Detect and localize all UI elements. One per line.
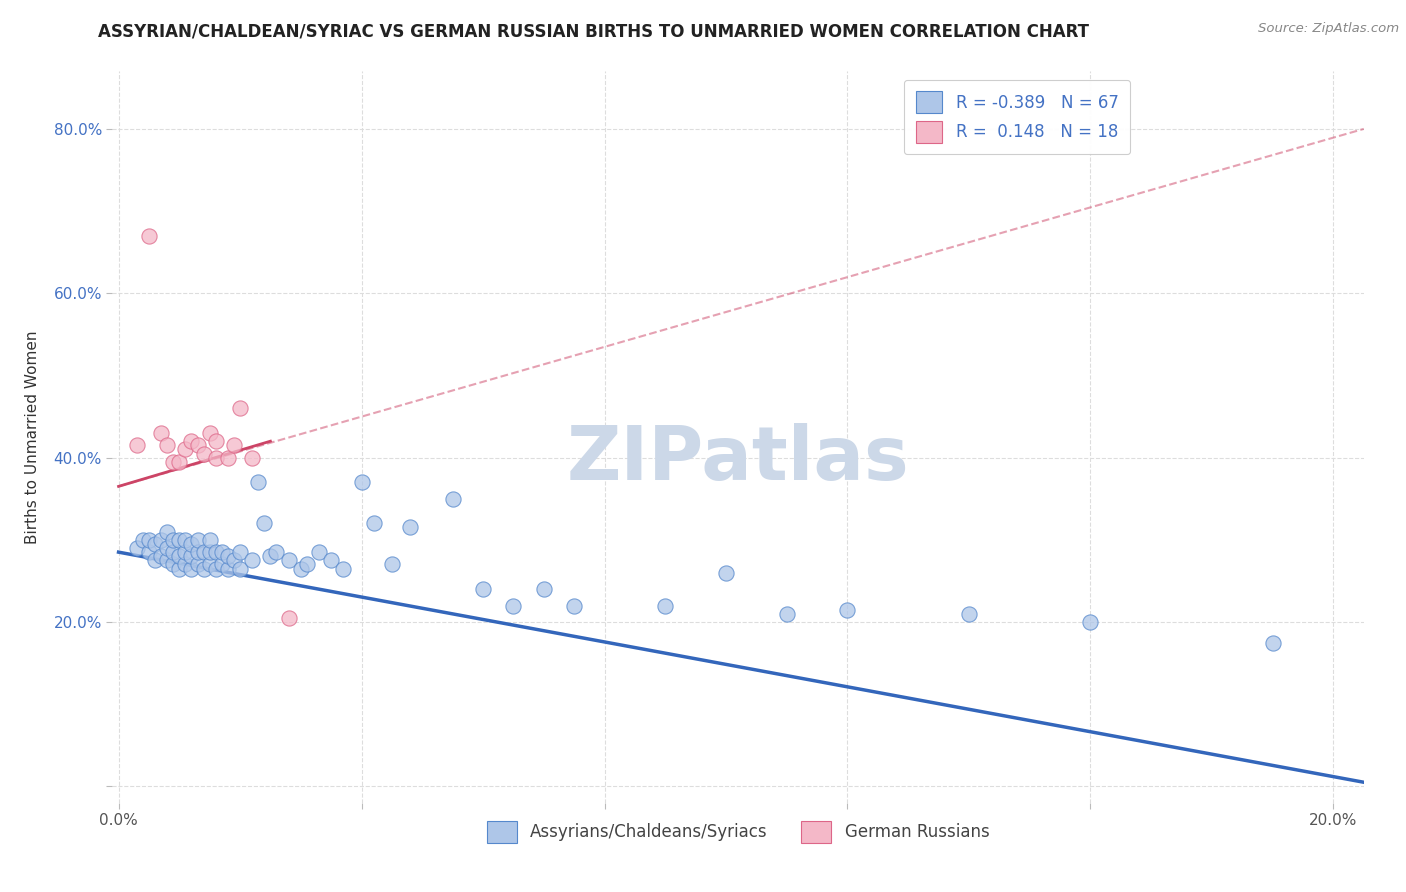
Point (169, 549, 191, 564)
Point (156, 524, 179, 539)
Legend: Assyrians/Chaldeans/Syriacs, German Russians: Assyrians/Chaldeans/Syriacs, German Russ… (481, 814, 995, 849)
Y-axis label: Births to Unmarried Women: Births to Unmarried Women (25, 330, 39, 544)
Point (193, 561, 215, 575)
Point (266, 545, 288, 559)
Point (1080, 615, 1102, 629)
Point (229, 401, 252, 416)
Point (350, 475, 373, 490)
Text: Source: ZipAtlas.com: Source: ZipAtlas.com (1258, 22, 1399, 36)
Point (125, 438, 148, 452)
Point (162, 533, 184, 547)
Point (562, 599, 585, 613)
Point (138, 545, 160, 559)
Point (381, 558, 404, 572)
Point (441, 491, 464, 506)
Point (472, 582, 495, 596)
Point (321, 553, 343, 567)
Point (240, 450, 263, 465)
Point (332, 561, 354, 575)
Point (156, 541, 179, 555)
Point (308, 545, 330, 559)
Point (180, 561, 202, 575)
Point (186, 558, 208, 572)
Point (150, 533, 173, 547)
Point (776, 607, 799, 621)
Point (204, 434, 226, 449)
Point (363, 516, 385, 531)
Point (247, 475, 270, 490)
Point (399, 520, 422, 534)
Point (143, 553, 166, 567)
Text: ZIPatlas: ZIPatlas (567, 423, 910, 496)
Point (654, 599, 676, 613)
Point (156, 553, 179, 567)
Point (204, 545, 226, 559)
Point (174, 558, 197, 572)
Point (222, 553, 245, 567)
Point (217, 450, 239, 465)
Point (198, 533, 221, 547)
Point (229, 545, 252, 559)
Point (162, 455, 184, 469)
Point (138, 228, 160, 243)
Point (162, 558, 184, 572)
Point (295, 558, 318, 572)
Point (125, 541, 148, 555)
Point (193, 446, 215, 460)
Point (143, 537, 166, 551)
Point (156, 438, 179, 452)
Point (186, 533, 208, 547)
Text: ASSYRIAN/CHALDEAN/SYRIAC VS GERMAN RUSSIAN BIRTHS TO UNMARRIED WOMEN CORRELATION: ASSYRIAN/CHALDEAN/SYRIAC VS GERMAN RUSSI… (98, 22, 1090, 40)
Point (222, 438, 245, 452)
Point (180, 549, 202, 564)
Point (169, 561, 191, 575)
Point (132, 533, 155, 547)
Point (162, 545, 184, 559)
Point (180, 537, 202, 551)
Point (150, 549, 173, 564)
Point (211, 558, 233, 572)
Point (277, 553, 299, 567)
Point (169, 455, 191, 469)
Point (138, 533, 160, 547)
Point (217, 561, 239, 575)
Point (229, 561, 252, 575)
Point (198, 545, 221, 559)
Point (169, 533, 191, 547)
Point (957, 607, 980, 621)
Point (186, 438, 208, 452)
Point (174, 545, 197, 559)
Point (174, 442, 197, 457)
Point (502, 599, 524, 613)
Point (198, 558, 221, 572)
Point (174, 533, 197, 547)
Point (277, 611, 299, 625)
Point (290, 561, 312, 575)
Point (217, 549, 239, 564)
Point (198, 425, 221, 440)
Point (1261, 635, 1284, 649)
Point (240, 553, 263, 567)
Point (837, 602, 859, 616)
Point (180, 434, 202, 449)
Point (193, 545, 215, 559)
Point (533, 582, 555, 596)
Point (186, 545, 208, 559)
Point (211, 545, 233, 559)
Point (204, 450, 226, 465)
Point (253, 516, 276, 531)
Point (150, 425, 173, 440)
Point (714, 566, 737, 580)
Point (259, 549, 281, 564)
Point (204, 561, 226, 575)
